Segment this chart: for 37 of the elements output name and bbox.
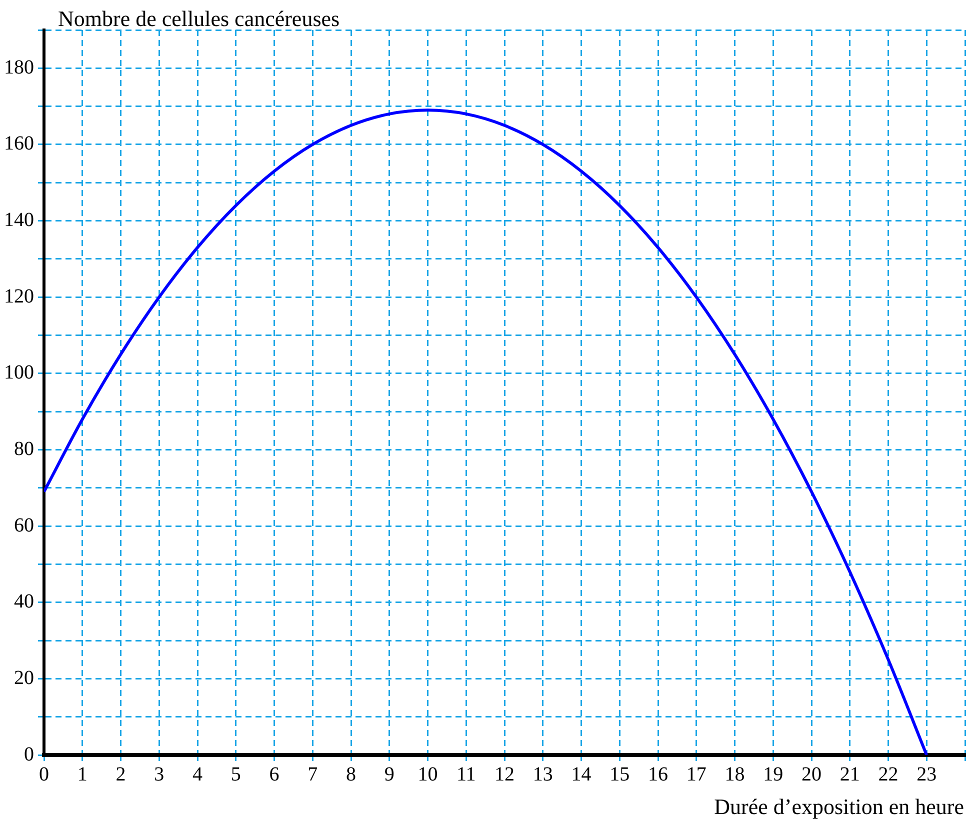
y-tick-label: 20: [14, 666, 34, 689]
x-tick-label: 13: [532, 763, 553, 786]
y-tick-label: 160: [4, 132, 34, 155]
x-axis-title: Durée d’exposition en heure: [714, 794, 964, 819]
x-tick-label: 20: [802, 763, 822, 786]
x-tick-label: 8: [346, 763, 356, 786]
y-tick-label: 100: [4, 362, 34, 384]
x-tick-label: 11: [456, 763, 476, 786]
y-tick-label: 140: [4, 209, 34, 232]
x-tick-label: 16: [648, 763, 668, 786]
line-series: [44, 108, 928, 755]
x-tick-label: 4: [192, 763, 202, 786]
x-tick-label: 2: [116, 763, 126, 786]
x-tick-label: 9: [384, 763, 394, 786]
x-tick-label: 5: [230, 763, 241, 786]
y-tick-label: 120: [4, 285, 34, 308]
x-tick-label: 21: [840, 763, 860, 786]
x-tick-label: 12: [494, 763, 514, 786]
x-tick-label: 23: [916, 763, 937, 786]
x-tick-label: 7: [308, 763, 318, 786]
x-tick-label: 19: [763, 763, 784, 786]
y-tick-label: 60: [14, 514, 34, 536]
y-tick-label: 180: [4, 56, 34, 78]
x-tick-label: 15: [610, 763, 630, 786]
x-tick-label: 0: [39, 763, 49, 786]
y-tick-label: 0: [24, 743, 34, 766]
x-tick-label: 10: [418, 763, 438, 786]
y-tick-label: 40: [14, 590, 34, 613]
x-tick-label: 14: [571, 763, 592, 786]
y-axis-title: Nombre de cellules cancéreuses: [58, 6, 340, 31]
y-tick-label: 80: [14, 438, 34, 460]
x-tick-label: 22: [878, 763, 898, 786]
x-tick-label: 18: [724, 763, 745, 786]
x-tick-label: 3: [154, 763, 164, 786]
x-tick-label: 6: [269, 763, 280, 786]
x-tick-label: 1: [77, 763, 88, 786]
x-tick-label: 17: [686, 763, 706, 786]
